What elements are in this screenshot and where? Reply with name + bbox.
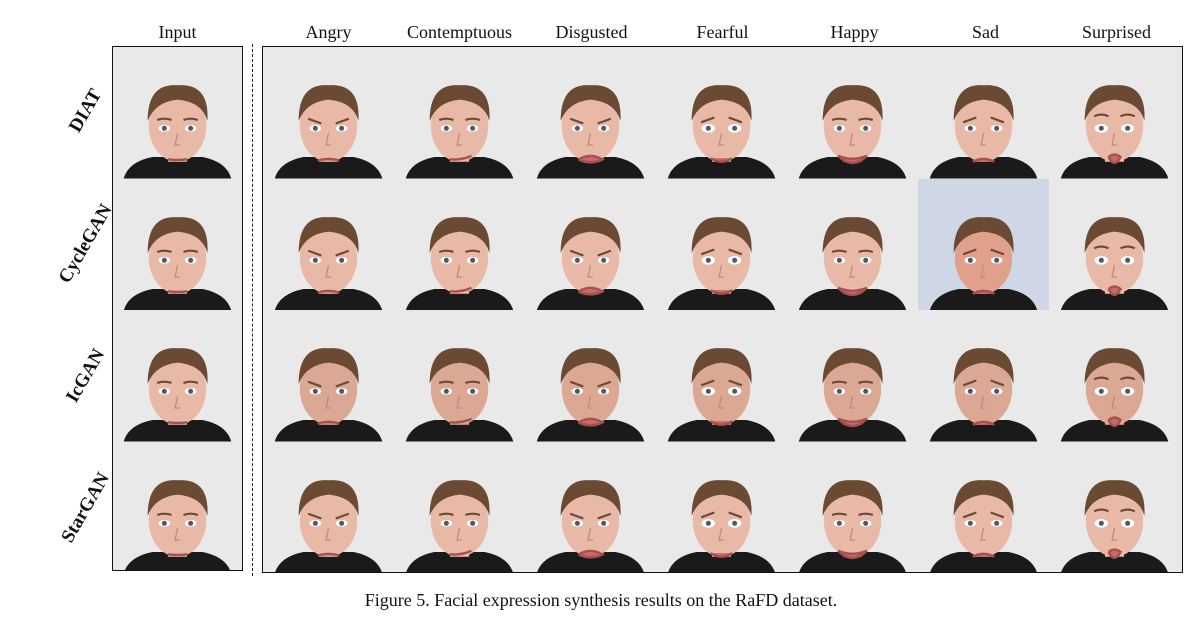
figure-caption: Figure 5. Facial expression synthesis re… xyxy=(364,590,838,610)
face-image-icgan-contemptuous xyxy=(394,310,525,442)
column-header-contemptuous: Contemptuous xyxy=(406,22,512,42)
face-photo-cyclegan-sad xyxy=(918,178,1049,310)
column-header-surprised: Surprised xyxy=(1082,22,1151,42)
face-photo-icgan-angry xyxy=(263,310,394,442)
face-photo-diat-contemptuous xyxy=(394,47,525,179)
face-image-cyclegan-surprised xyxy=(1049,178,1180,310)
face-image-diat-sad xyxy=(918,47,1049,179)
column-header-fearful: Fearful xyxy=(696,22,749,42)
face-image-diat-disgusted xyxy=(525,47,656,179)
face-image-diat-input xyxy=(113,47,242,179)
face-photo-icgan-sad xyxy=(918,310,1049,442)
face-image-diat-surprised xyxy=(1049,47,1180,179)
face-image-diat-happy xyxy=(787,47,918,179)
face-image-stargan-disgusted xyxy=(525,441,656,572)
face-image-stargan-happy xyxy=(787,441,918,572)
face-image-diat-fearful xyxy=(656,47,787,179)
face-photo-cyclegan-angry xyxy=(263,178,394,310)
face-image-diat-angry xyxy=(263,47,394,179)
column-header-sad: Sad xyxy=(972,22,999,42)
face-image-cyclegan-input xyxy=(113,178,242,310)
face-image-icgan-surprised xyxy=(1049,310,1180,442)
face-photo-icgan-fearful xyxy=(656,310,787,442)
face-photo-diat-happy xyxy=(787,47,918,179)
face-image-icgan-disgusted xyxy=(525,310,656,442)
face-photo-icgan-input xyxy=(113,310,242,442)
face-photo-stargan-input xyxy=(113,441,242,570)
face-photo-cyclegan-fearful xyxy=(656,178,787,310)
face-photo-icgan-contemptuous xyxy=(394,310,525,442)
face-image-cyclegan-disgusted xyxy=(525,178,656,310)
separator-line xyxy=(252,44,253,576)
face-image-cyclegan-fearful xyxy=(656,178,787,310)
face-photo-cyclegan-happy xyxy=(787,178,918,310)
face-photo-stargan-angry xyxy=(263,441,394,572)
face-photo-diat-sad xyxy=(918,47,1049,179)
face-photo-icgan-disgusted xyxy=(525,310,656,442)
face-photo-cyclegan-surprised xyxy=(1049,178,1180,310)
face-image-stargan-sad xyxy=(918,441,1049,572)
face-image-icgan-happy xyxy=(787,310,918,442)
face-image-icgan-sad xyxy=(918,310,1049,442)
face-photo-diat-input xyxy=(113,47,242,179)
face-photo-diat-surprised xyxy=(1049,47,1180,179)
face-photo-stargan-disgusted xyxy=(525,441,656,572)
face-photo-cyclegan-disgusted xyxy=(525,178,656,310)
face-image-stargan-input xyxy=(113,441,242,570)
input-column xyxy=(112,46,243,571)
face-image-icgan-angry xyxy=(263,310,394,442)
face-image-stargan-contemptuous xyxy=(394,441,525,572)
face-photo-cyclegan-contemptuous xyxy=(394,178,525,310)
face-image-cyclegan-angry xyxy=(263,178,394,310)
face-image-diat-contemptuous xyxy=(394,47,525,179)
face-image-cyclegan-happy xyxy=(787,178,918,310)
face-photo-icgan-happy xyxy=(787,310,918,442)
column-header-input: Input xyxy=(158,22,197,42)
face-image-icgan-input xyxy=(113,310,242,442)
face-image-stargan-surprised xyxy=(1049,441,1180,572)
face-photo-diat-fearful xyxy=(656,47,787,179)
results-grid xyxy=(262,46,1183,573)
column-header-angry: Angry xyxy=(305,22,352,42)
face-image-cyclegan-sad xyxy=(918,178,1049,310)
face-photo-stargan-sad xyxy=(918,441,1049,572)
column-header-disgusted: Disgusted xyxy=(555,22,628,42)
face-photo-diat-disgusted xyxy=(525,47,656,179)
column-header-happy: Happy xyxy=(830,22,879,42)
face-image-icgan-fearful xyxy=(656,310,787,442)
face-image-cyclegan-contemptuous xyxy=(394,178,525,310)
face-photo-stargan-happy xyxy=(787,441,918,572)
face-photo-diat-angry xyxy=(263,47,394,179)
face-image-stargan-fearful xyxy=(656,441,787,572)
face-photo-icgan-surprised xyxy=(1049,310,1180,442)
face-photo-stargan-contemptuous xyxy=(394,441,525,572)
face-photo-stargan-surprised xyxy=(1049,441,1180,572)
face-photo-cyclegan-input xyxy=(113,178,242,310)
face-photo-stargan-fearful xyxy=(656,441,787,572)
face-image-stargan-angry xyxy=(263,441,394,572)
